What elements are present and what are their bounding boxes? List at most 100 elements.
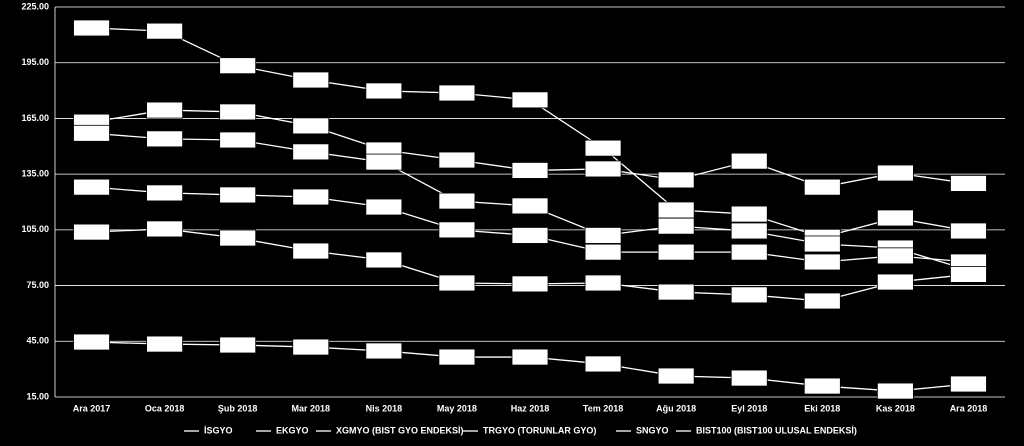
point-label-box — [950, 175, 987, 192]
x-tick-label: May 2018 — [437, 403, 477, 413]
point-label-box — [292, 188, 330, 206]
point-label-box — [584, 160, 622, 178]
point-label-box — [876, 164, 914, 182]
point-label-box — [438, 84, 476, 102]
point-label-box — [584, 243, 622, 261]
point-label-box — [950, 375, 987, 393]
point-label-box — [146, 130, 184, 148]
point-label-box — [292, 143, 330, 161]
point-label-box — [657, 217, 695, 235]
point-label-box — [73, 124, 110, 142]
point-label-box — [73, 223, 110, 241]
point-label-box — [292, 71, 330, 89]
point-label-box — [730, 369, 768, 387]
point-label-box — [730, 152, 768, 170]
point-label-box — [803, 253, 841, 271]
x-tick-label: Eyl 2018 — [731, 403, 767, 413]
point-label-box — [876, 247, 914, 265]
point-label-box — [365, 82, 403, 100]
x-tick-label: Eki 2018 — [804, 403, 840, 413]
x-tick-label: Oca 2018 — [145, 403, 185, 413]
point-label-box — [146, 22, 184, 40]
legend-label: EKGYO — [276, 425, 309, 435]
point-label-box — [365, 251, 403, 269]
x-tick-label: Şub 2018 — [218, 403, 258, 413]
point-label-box — [146, 101, 184, 119]
point-label-box — [219, 103, 257, 121]
legend-label: XGMYO (BIST GYO ENDEKSİ) — [336, 425, 464, 435]
point-label-box — [876, 382, 914, 400]
point-label-box — [730, 243, 768, 261]
y-tick-label: 75.00 — [26, 280, 49, 290]
point-label-box — [438, 221, 476, 239]
point-label-box — [730, 286, 768, 304]
legend-label: İSGYO — [204, 425, 233, 435]
point-label-box — [803, 235, 841, 253]
point-label-box — [219, 336, 257, 354]
point-label-box — [657, 201, 695, 219]
x-tick-label: Kas 2018 — [876, 403, 915, 413]
x-tick-label: Mar 2018 — [292, 403, 331, 413]
point-label-box — [950, 266, 987, 283]
y-tick-label: 165.00 — [21, 113, 49, 123]
legend-label: SNGYO — [636, 425, 669, 435]
point-label-box — [511, 197, 549, 215]
point-label-box — [584, 355, 622, 373]
y-tick-label: 195.00 — [21, 57, 49, 67]
point-label-box — [365, 153, 403, 171]
point-label-box — [73, 178, 110, 196]
point-label-box — [584, 274, 622, 292]
point-label-box — [657, 171, 695, 189]
y-tick-label: 105.00 — [21, 224, 49, 234]
point-label-box — [219, 57, 257, 75]
legend-label: TRGYO (TORUNLAR GYO) — [483, 425, 596, 435]
point-label-box — [438, 274, 476, 292]
point-label-box — [511, 91, 549, 109]
point-label-box — [584, 139, 622, 157]
point-label-box — [511, 162, 549, 179]
point-label-box — [511, 227, 549, 244]
point-label-box — [950, 222, 987, 240]
point-label-box — [803, 377, 841, 395]
x-tick-label: Ara 2018 — [950, 403, 988, 413]
x-tick-label: Nis 2018 — [366, 403, 403, 413]
point-label-box — [146, 220, 184, 238]
point-label-box — [803, 292, 841, 310]
point-label-box — [730, 222, 768, 240]
point-label-box — [438, 151, 476, 169]
x-tick-label: Haz 2018 — [511, 403, 550, 413]
point-label-box — [365, 198, 403, 216]
y-tick-label: 225.00 — [21, 1, 49, 11]
point-label-box — [73, 333, 110, 351]
point-label-box — [657, 283, 695, 301]
point-label-box — [146, 335, 184, 353]
x-tick-label: Ara 2017 — [73, 403, 111, 413]
point-label-box — [657, 243, 695, 261]
point-label-box — [365, 342, 403, 360]
point-label-box — [730, 205, 768, 223]
point-label-box — [219, 131, 257, 149]
legend-label: BIST100 (BIST100 ULUSAL ENDEKSİ) — [696, 425, 857, 435]
point-label-box — [146, 184, 184, 202]
point-label-box — [292, 242, 330, 260]
x-tick-label: Tem 2018 — [583, 403, 623, 413]
point-label-box — [876, 273, 914, 291]
point-label-box — [73, 19, 110, 37]
point-label-box — [803, 178, 841, 196]
point-label-box — [511, 348, 549, 366]
point-label-box — [511, 275, 549, 293]
point-label-box — [219, 229, 257, 247]
y-tick-label: 15.00 — [26, 391, 49, 401]
point-label-box — [438, 348, 476, 366]
point-label-box — [438, 192, 476, 210]
point-label-box — [292, 338, 330, 356]
point-label-box — [657, 367, 695, 385]
y-tick-label: 45.00 — [26, 336, 49, 346]
y-tick-label: 135.00 — [21, 169, 49, 179]
point-label-box — [219, 186, 257, 204]
x-tick-label: Ağu 2018 — [656, 403, 696, 413]
point-label-box — [292, 117, 330, 135]
point-label-box — [876, 209, 914, 227]
point-label-box — [584, 227, 622, 244]
